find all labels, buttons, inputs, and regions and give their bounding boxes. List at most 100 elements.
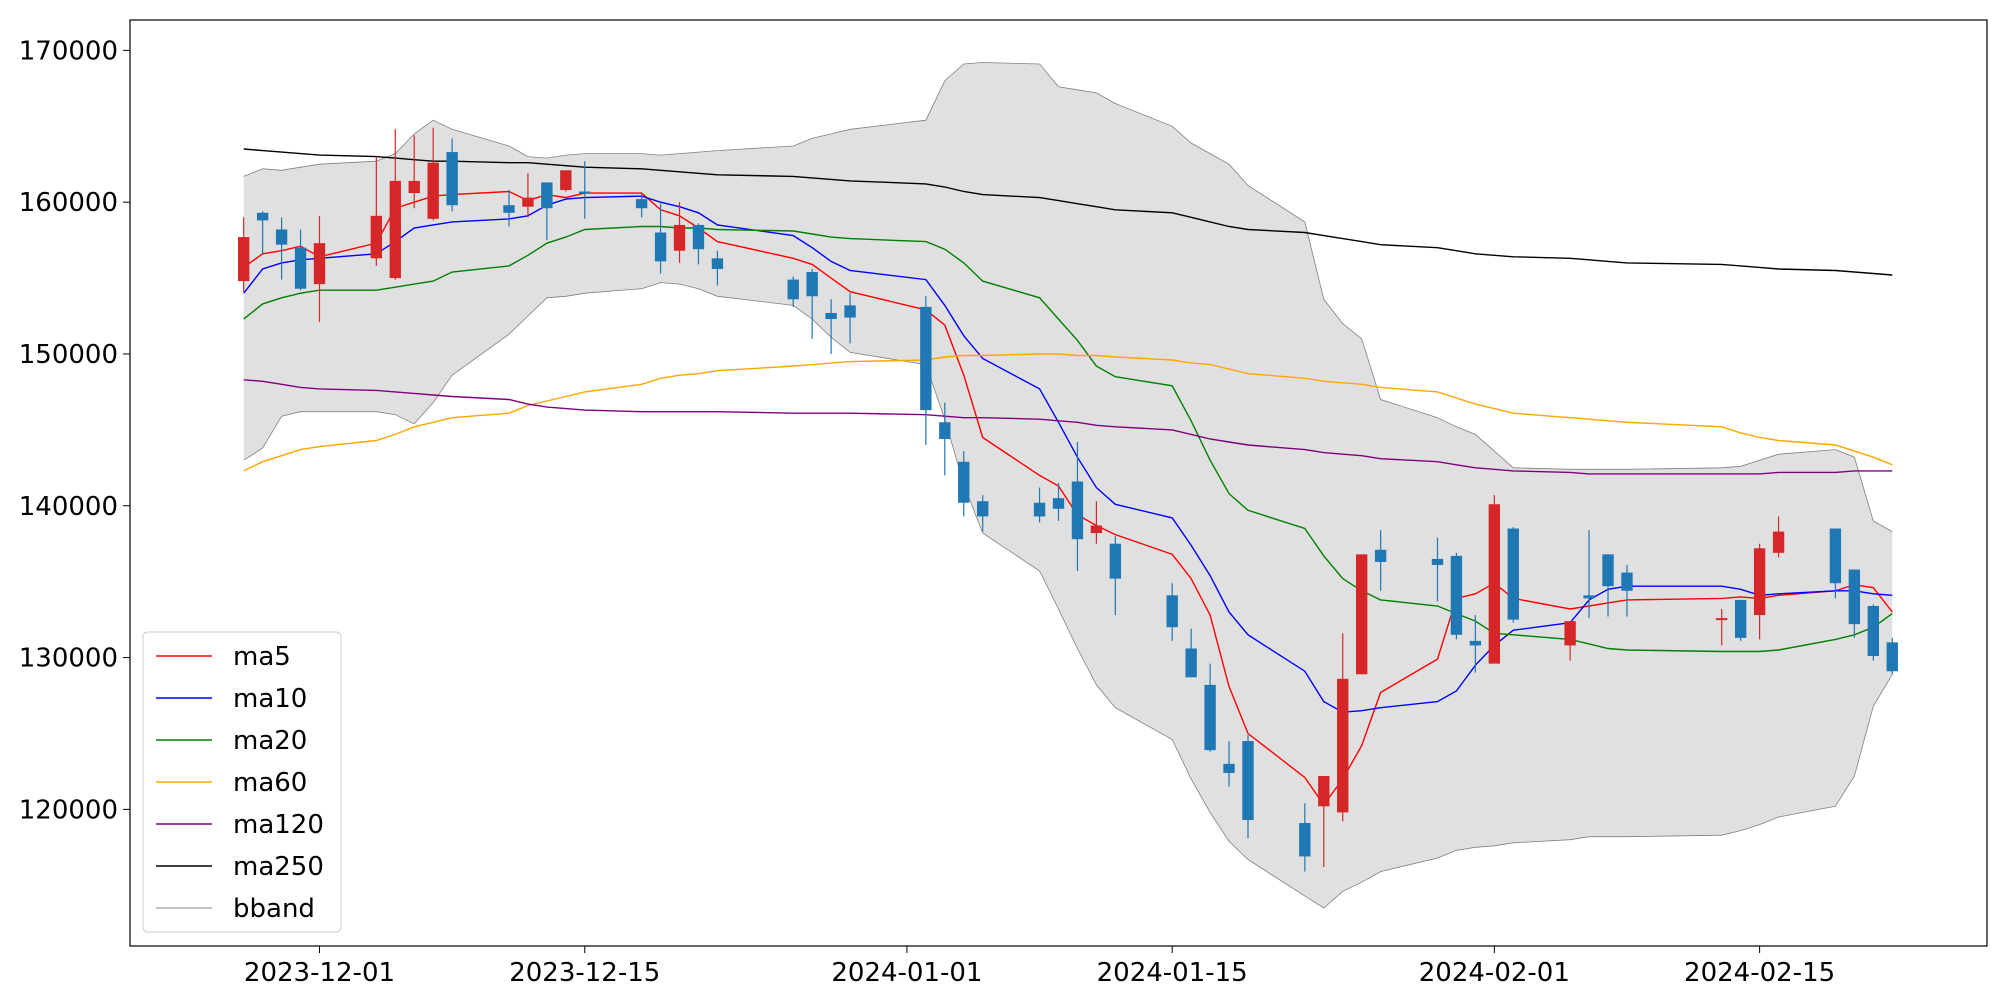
candle-body [408, 180, 420, 194]
candle [1716, 608, 1728, 646]
candle [1848, 569, 1861, 638]
x-tick-label: 2023-12-15 [509, 958, 660, 988]
candle-body [1564, 621, 1576, 646]
candle [1109, 536, 1122, 616]
candle-body [711, 258, 724, 269]
candle-body [256, 212, 269, 221]
candle-body [787, 279, 799, 300]
candle-body [635, 199, 648, 209]
x-tick-label: 2024-01-15 [1097, 958, 1248, 988]
candle-body [1507, 528, 1519, 620]
candle [1867, 604, 1879, 661]
candle [294, 229, 307, 291]
bband-lower-line [243, 282, 1893, 909]
ma60-line [243, 353, 1893, 472]
x-tick-label: 2024-02-15 [1684, 958, 1835, 988]
candle-body [1848, 569, 1861, 625]
candle-body [579, 191, 591, 194]
candle-body [560, 170, 572, 191]
legend-frame [142, 631, 342, 933]
candle-body [1602, 554, 1614, 587]
legend-item-ma250: ma250 [156, 852, 324, 882]
candle-body [1829, 528, 1842, 584]
candle [1431, 537, 1444, 602]
y-axis: 120000 130000 140000 150000 160000 170000 [19, 36, 130, 825]
y-tick-label: 160000 [19, 188, 118, 218]
candle [1564, 621, 1576, 661]
candle-body [446, 152, 458, 206]
candle [711, 250, 724, 286]
candle [635, 194, 648, 218]
candle [1374, 530, 1387, 591]
candle-body [1734, 599, 1747, 638]
legend-label: ma250 [233, 852, 324, 882]
candle-body [1185, 648, 1197, 678]
candle-body [313, 243, 326, 285]
ma250-line [243, 148, 1893, 276]
candle [825, 299, 837, 354]
candle [1886, 637, 1898, 675]
ma120-line [243, 379, 1893, 475]
legend-item-ma20: ma20 [156, 726, 307, 756]
candle [1488, 495, 1501, 664]
x-axis: 2023-12-01 2023-12-15 2024-01-01 2024-01-15… [244, 946, 1835, 988]
candle [1753, 543, 1766, 640]
candle [939, 402, 951, 476]
candle-body [939, 422, 951, 439]
x-tick-label: 2024-02-01 [1419, 958, 1570, 988]
candle [654, 203, 667, 274]
candle [920, 296, 932, 446]
candle-body [503, 205, 515, 213]
candle [238, 217, 250, 292]
candle [1450, 552, 1463, 640]
candle-body [844, 305, 856, 318]
candle [1829, 528, 1842, 599]
candle [446, 138, 458, 212]
candle-body [1242, 741, 1254, 821]
candle [1299, 803, 1311, 872]
candle [1052, 483, 1065, 521]
candle-body [1318, 775, 1330, 807]
candle [958, 451, 970, 517]
candle-body [1223, 763, 1235, 773]
candle [806, 268, 818, 339]
legend: ma5 ma10 ma20 ma60 ma120 ma250 bband [142, 631, 342, 933]
candle-body [1431, 558, 1444, 565]
candle-body [1753, 548, 1766, 616]
legend-item-bband: bband [156, 894, 315, 924]
candle-body [977, 501, 989, 517]
candle [256, 211, 269, 254]
ma5-line [243, 190, 1893, 807]
candle [1071, 442, 1084, 572]
candle-body [1469, 640, 1482, 646]
candle-body [275, 229, 288, 245]
candle [522, 173, 534, 218]
candle-body [920, 306, 932, 411]
candle-body [1052, 498, 1065, 509]
candle [503, 190, 515, 227]
candle-body [958, 461, 970, 503]
candle-body [1166, 595, 1178, 628]
legend-label: ma60 [233, 768, 307, 798]
candle-body [1867, 605, 1879, 657]
candle-body [427, 162, 439, 219]
candle-body [1716, 618, 1728, 621]
candle-body [294, 247, 307, 289]
candle-body [1886, 642, 1898, 672]
candle [1090, 501, 1103, 544]
candle-body [1033, 502, 1046, 517]
legend-label: ma10 [233, 684, 307, 714]
candle-body [825, 312, 837, 320]
candle [408, 135, 420, 209]
candle [673, 202, 686, 263]
legend-label: ma5 [233, 642, 291, 672]
candle-body [673, 224, 686, 251]
candle [1166, 583, 1178, 641]
candle-body [806, 271, 818, 297]
legend-label: ma20 [233, 726, 307, 756]
x-tick-label: 2024-01-01 [831, 958, 982, 988]
candle [541, 182, 553, 241]
plot-frame [129, 19, 1988, 947]
y-tick-label: 130000 [19, 644, 118, 674]
